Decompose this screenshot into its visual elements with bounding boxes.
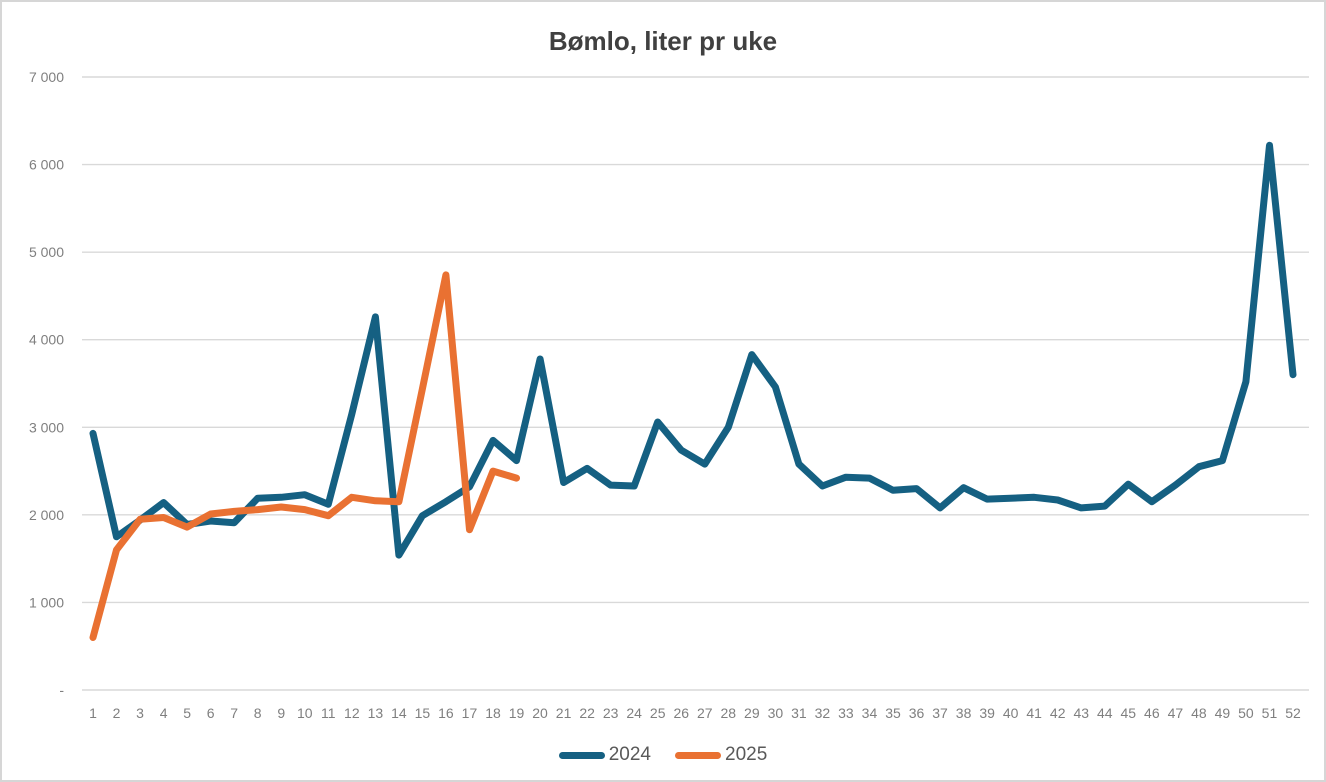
y-axis-tick-label: 4 000 (29, 332, 64, 348)
x-axis-tick-label: 26 (673, 705, 689, 721)
legend-label-2024: 2024 (608, 744, 651, 765)
x-axis-tick-label: 3 (136, 705, 144, 721)
x-axis-tick-label: 52 (1285, 705, 1301, 721)
x-axis-tick-label: 46 (1144, 705, 1160, 721)
x-axis-tick-label: 42 (1050, 705, 1066, 721)
x-axis-tick-label: 51 (1262, 705, 1278, 721)
x-axis-tick-label: 37 (932, 705, 948, 721)
x-axis-tick-label: 38 (956, 705, 972, 721)
x-axis-tick-label: 18 (485, 705, 501, 721)
x-axis-tick-label: 12 (344, 705, 360, 721)
x-axis-tick-label: 23 (603, 705, 619, 721)
x-axis-tick-label: 7 (230, 705, 238, 721)
x-axis-tick-label: 32 (815, 705, 831, 721)
x-axis-tick-label: 49 (1215, 705, 1231, 721)
legend-swatch-2024 (558, 751, 605, 759)
y-axis-tick-label: 7 000 (29, 69, 64, 85)
legend-label-2025: 2025 (725, 744, 768, 765)
series-line-2025 (89, 271, 520, 641)
legend-item-2024: 2024 (558, 744, 651, 766)
x-axis-tick-label: 39 (979, 705, 995, 721)
x-axis-tick-label: 5 (183, 705, 191, 721)
x-axis-tick-label: 41 (1026, 705, 1042, 721)
x-axis-tick-label: 35 (885, 705, 901, 721)
x-axis-tick-label: 9 (277, 705, 285, 721)
y-axis-tick-label: 1 000 (29, 594, 64, 610)
y-axis-tick-label: 5 000 (29, 244, 64, 260)
x-axis-tick-label: 21 (556, 705, 572, 721)
x-axis-tick-label: 25 (650, 705, 666, 721)
x-axis-tick-label: 14 (391, 705, 407, 721)
x-axis-tick-label: 15 (415, 705, 431, 721)
x-axis-tick-label: 29 (744, 705, 760, 721)
x-axis-tick-label: 27 (697, 705, 713, 721)
x-axis-tick-label: 22 (579, 705, 595, 721)
x-axis-tick-label: 34 (862, 705, 878, 721)
x-axis-tick-label: 50 (1238, 705, 1254, 721)
x-axis-tick-label: 33 (838, 705, 854, 721)
x-axis-tick-label: 19 (509, 705, 525, 721)
x-axis-tick-label: 30 (768, 705, 784, 721)
x-axis-tick-label: 20 (532, 705, 548, 721)
chart-legend: 2024 2025 (2, 744, 1324, 766)
x-axis-tick-label: 47 (1168, 705, 1184, 721)
x-axis-tick-label: 40 (1003, 705, 1019, 721)
x-axis-tick-label: 44 (1097, 705, 1113, 721)
y-axis-tick-label: 3 000 (29, 419, 64, 435)
x-axis-tick-label: 11 (321, 705, 336, 721)
x-axis-tick-label: 24 (626, 705, 642, 721)
x-axis-tick-label: 36 (909, 705, 925, 721)
series-line-2024 (89, 141, 1297, 559)
x-axis-tick-label: 16 (438, 705, 454, 721)
x-axis-tick-label: 45 (1121, 705, 1137, 721)
chart-title: Bømlo, liter pr uke (548, 26, 778, 56)
legend-item-2025: 2025 (675, 744, 767, 766)
x-axis-tick-label: 6 (207, 705, 215, 721)
x-axis-tick-label: 43 (1073, 705, 1089, 721)
legend-swatch-2025 (675, 751, 721, 759)
x-axis-tick-label: 17 (462, 705, 478, 721)
x-axis-tick-label: 8 (254, 705, 262, 721)
x-axis-tick-label: 28 (721, 705, 737, 721)
y-axis-tick-label: 6 000 (29, 157, 64, 173)
x-axis-tick-label: 48 (1191, 705, 1207, 721)
x-axis-tick-label: 10 (297, 705, 313, 721)
x-axis-tick-label: 13 (368, 705, 384, 721)
x-axis-tick-label: 4 (160, 705, 168, 721)
x-axis-tick-label: 2 (113, 705, 121, 721)
y-axis-tick-label: 2 000 (29, 507, 64, 523)
y-axis-tick-label: - (59, 682, 64, 698)
x-axis-tick-label: 1 (89, 705, 97, 721)
x-axis-tick-label: 31 (791, 705, 807, 721)
